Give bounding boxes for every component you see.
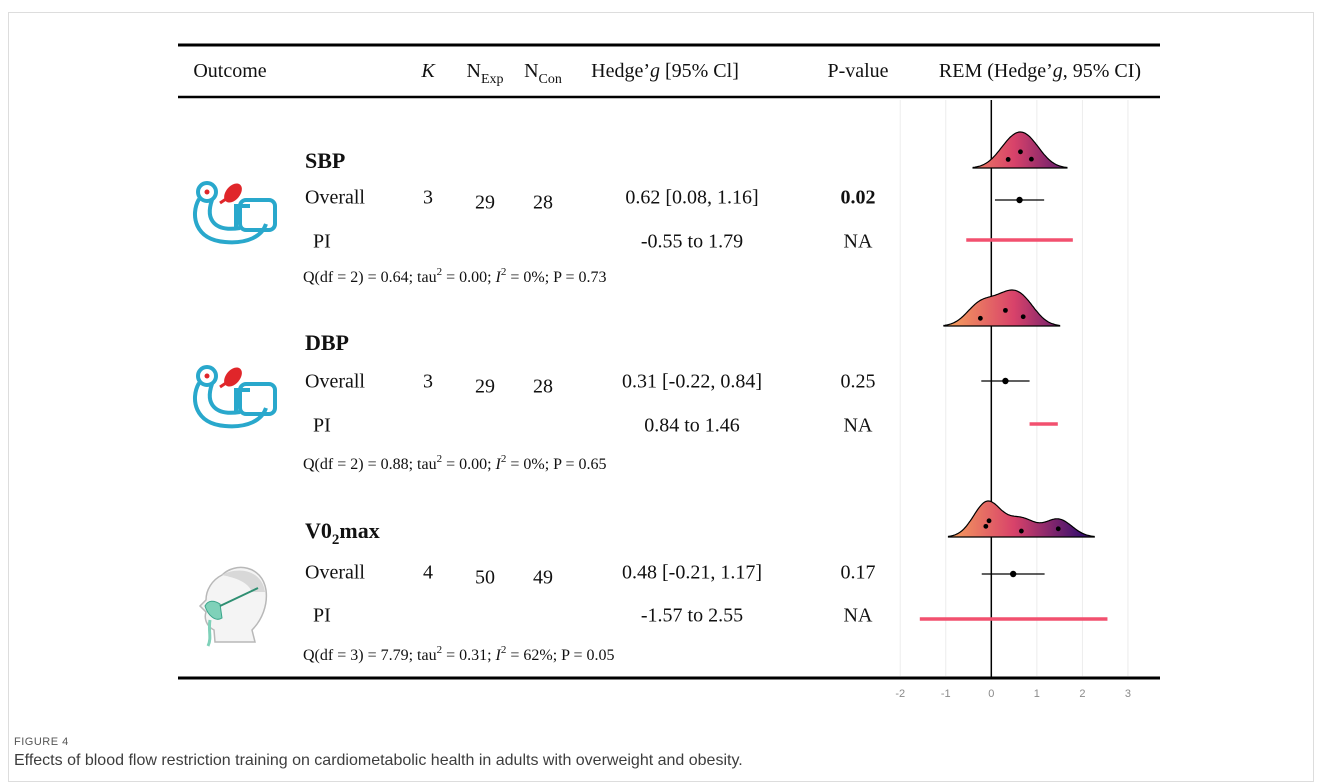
row-label: Overall	[305, 187, 365, 209]
k-value: 3	[423, 187, 433, 209]
text-part: Hedge’	[591, 60, 650, 82]
text-part: = 0%; P = 0.65	[506, 456, 606, 473]
text-part: = 0.00;	[442, 269, 495, 286]
text-part: max	[339, 518, 379, 543]
prediction-interval: -0.55 to 1.79	[641, 231, 743, 253]
heterogeneity: Q(df = 2) = 0.88; tau2 = 0.00; I2 = 0%; …	[303, 453, 607, 473]
column-header: Outcome	[193, 60, 266, 82]
effect-size: 0.48 [-0.21, 1.17]	[622, 562, 762, 584]
text-part: N	[466, 60, 480, 82]
x-tick-label: 0	[988, 688, 994, 700]
bp-icon	[195, 180, 275, 242]
outcome-name: SBP	[305, 148, 345, 173]
n-exp: 50	[475, 567, 495, 589]
oxygen-mask-icon	[200, 567, 266, 646]
text-part: K	[420, 60, 436, 82]
point-estimate	[1002, 378, 1008, 384]
study-point	[1018, 149, 1023, 154]
p-value: 0.02	[841, 187, 876, 209]
bp-icon	[195, 364, 275, 426]
n-con: 49	[533, 567, 553, 589]
point-estimate	[1010, 571, 1016, 577]
study-point	[1003, 308, 1008, 313]
heterogeneity: Q(df = 3) = 7.79; tau2 = 0.31; I2 = 62%;…	[303, 644, 615, 664]
n-exp: 29	[475, 376, 495, 398]
p-value: NA	[844, 231, 873, 253]
point-estimate	[1016, 197, 1022, 203]
x-tick-label: 2	[1079, 688, 1085, 700]
column-header: P-value	[827, 60, 888, 82]
density	[944, 290, 1060, 326]
study-point	[1029, 157, 1034, 162]
row-label: PI	[313, 231, 331, 253]
text-part: Outcome	[193, 60, 266, 82]
text-part: g	[650, 60, 660, 82]
text-part: REM (Hedge’	[939, 60, 1053, 82]
study-point	[1056, 526, 1061, 531]
text-part: , 95% CI)	[1063, 60, 1141, 82]
text-part: = 0%; P = 0.73	[506, 269, 606, 286]
p-value: NA	[844, 605, 873, 627]
row-label: PI	[313, 605, 331, 627]
text-part: = 62%; P = 0.05	[506, 647, 614, 664]
text-part: N	[524, 60, 538, 82]
n-exp: 29	[475, 192, 495, 214]
text-part: [95% Cl]	[660, 60, 739, 82]
text-part: DBP	[305, 330, 349, 355]
figure: FIGURE 4 Effects of blood flow restricti…	[0, 0, 1322, 783]
outcome-name: V02max	[305, 518, 380, 548]
text-part: g	[1053, 60, 1063, 82]
p-value: NA	[844, 415, 873, 437]
study-point	[1019, 529, 1024, 534]
text-part: V0	[305, 518, 332, 543]
study-point	[978, 316, 983, 321]
text-part: Con	[539, 72, 562, 87]
x-tick-label: -1	[941, 688, 951, 700]
column-header: REM (Hedge’g, 95% CI)	[939, 60, 1141, 82]
page: { "header": { "columns": [ [{"text": "Ou…	[0, 0, 1322, 783]
n-con: 28	[533, 192, 553, 214]
x-tick-label: 1	[1034, 688, 1040, 700]
x-tick-label: -2	[895, 688, 905, 700]
caption-label: FIGURE 4	[14, 736, 69, 748]
column-header: Hedge’g [95% Cl]	[591, 60, 739, 82]
text-part: P-value	[827, 60, 888, 82]
prediction-interval: 0.84 to 1.46	[644, 415, 740, 437]
row-label: Overall	[305, 562, 365, 584]
n-con: 28	[533, 376, 553, 398]
text-part: Q(df = 3) = 7.79; tau	[303, 647, 437, 664]
caption-text: Effects of blood flow restriction traini…	[14, 752, 743, 769]
heterogeneity: Q(df = 2) = 0.64; tau2 = 0.00; I2 = 0%; …	[303, 266, 607, 286]
prediction-interval: -1.57 to 2.55	[641, 605, 743, 627]
column-header: K	[420, 60, 436, 82]
text-part: SBP	[305, 148, 345, 173]
column-header: NCon	[524, 60, 562, 87]
effect-size: 0.31 [-0.22, 0.84]	[622, 371, 762, 393]
forest-grid	[900, 100, 1128, 676]
k-value: 4	[423, 562, 433, 584]
study-point	[1006, 157, 1011, 162]
p-value: 0.25	[841, 371, 876, 393]
outcome-name: DBP	[305, 330, 349, 355]
text-part: Q(df = 2) = 0.64; tau	[303, 269, 437, 286]
p-value: 0.17	[841, 562, 876, 584]
text-part: Q(df = 2) = 0.88; tau	[303, 456, 437, 473]
study-point	[983, 524, 988, 529]
text-part: 2	[332, 532, 340, 548]
row-label: PI	[313, 415, 331, 437]
x-tick-label: 3	[1125, 688, 1131, 700]
row-label: Overall	[305, 371, 365, 393]
text-part: = 0.31;	[442, 647, 495, 664]
frame	[9, 13, 1314, 782]
text-part: Exp	[481, 72, 504, 87]
study-point	[1021, 314, 1026, 319]
column-header: NExp	[466, 60, 503, 87]
study-point	[987, 518, 992, 523]
text-part: = 0.00;	[442, 456, 495, 473]
effect-size: 0.62 [0.08, 1.16]	[625, 187, 758, 209]
k-value: 3	[423, 371, 433, 393]
